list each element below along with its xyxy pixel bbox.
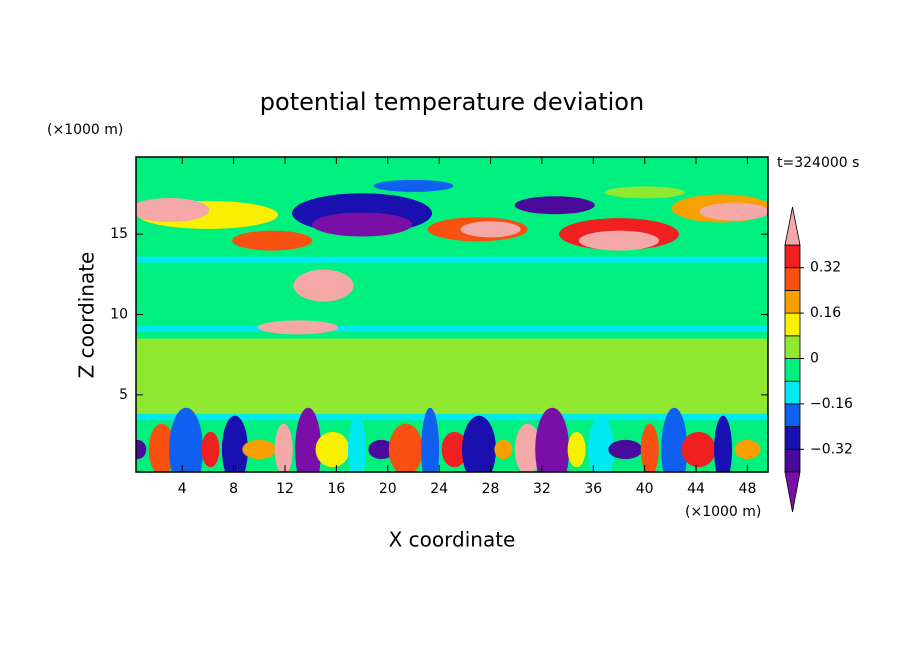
contour-fill [201,431,220,468]
y-tick-label: 5 [119,387,128,403]
colorbar-box [784,448,801,473]
contour-fill [257,320,338,335]
colorbar-tick-label: 0.32 [810,260,841,276]
contour-fill [578,230,659,251]
contour-fill [514,423,541,472]
colorbar-box [784,380,801,405]
contour-fill [494,439,513,460]
colorbar-box [784,267,801,291]
contour-fill [136,439,147,460]
x-tick-label: 28 [482,481,500,497]
contour-fill [567,431,586,468]
contour-fill [136,256,768,263]
x-tick-label: 24 [430,481,448,497]
contour-fill [136,414,768,421]
contour-fill [535,407,570,472]
y-unit: (×1000 m) [47,122,123,138]
contour-fill [232,230,313,251]
colorbar-extend-bottom [784,471,801,513]
contour-fill [242,439,277,460]
colorbar-tick-label: −0.32 [810,441,853,457]
contour-fill [347,415,366,472]
x-tick-label: 16 [327,481,345,497]
colorbar-box [784,312,801,337]
contour-fill [421,407,440,472]
y-tick-label: 10 [110,307,128,323]
contour-fill [312,212,413,237]
contour-fill [681,431,716,468]
x-tick-label: 48 [739,481,757,497]
colorbar-tick-label: 0 [810,351,819,367]
contour-fill [293,269,354,302]
contour-fill [148,423,175,472]
x-tick-label: 8 [229,481,238,497]
contour-fill [699,202,768,221]
contour-fill [661,407,688,472]
contour-fill [460,221,521,238]
contour-fill [136,338,768,415]
colorbar-box [784,289,801,314]
contour-fill [388,423,423,472]
chart-title: potential temperature deviation [260,88,644,116]
x-tick-label: 20 [379,481,397,497]
contour-fill [136,198,210,223]
contour-fill [640,423,659,472]
contour-fill [588,415,615,472]
colorbar-box [784,426,801,450]
colorbar-box [784,335,801,359]
y-axis-label: Z coordinate [75,252,99,379]
x-unit: (×1000 m) [685,504,761,520]
y-tick-label: 15 [110,226,128,242]
time-annotation: t=324000 s [777,155,859,171]
x-tick-label: 4 [178,481,187,497]
contour-fill [136,325,768,332]
contour-fill [169,407,204,472]
x-tick-label: 32 [533,481,551,497]
contour-fill [461,415,496,472]
contour-field [136,157,768,472]
contour-fill [608,439,643,460]
x-tick-label: 12 [276,481,294,497]
contour-fill [373,179,454,192]
x-tick-label: 36 [584,481,602,497]
contour-fill [295,407,322,472]
colorbar-extend-top [784,206,801,246]
colorbar-box [784,358,801,382]
contour-fill [221,415,248,472]
contour-fill [604,186,685,199]
x-axis-label: X coordinate [389,528,516,552]
contour-fill [274,423,293,472]
contour-fill [734,439,761,460]
contour-fill [441,431,468,468]
x-tick-label: 40 [636,481,654,497]
colorbar-tick-label: −0.16 [810,396,853,412]
contour-fill [315,431,350,468]
contour-fill [514,196,595,215]
axes: 4 8 12 16 20 24 28 32 36 40 44 4851015−0.32−0.1600.… [110,156,853,513]
colorbar-tick-label: 0.16 [810,305,841,321]
colorbar-box [784,403,801,427]
contour-fill [714,415,733,472]
x-tick-label: 44 [687,481,705,497]
contour-fill [368,439,395,460]
colorbar-box [784,244,801,269]
